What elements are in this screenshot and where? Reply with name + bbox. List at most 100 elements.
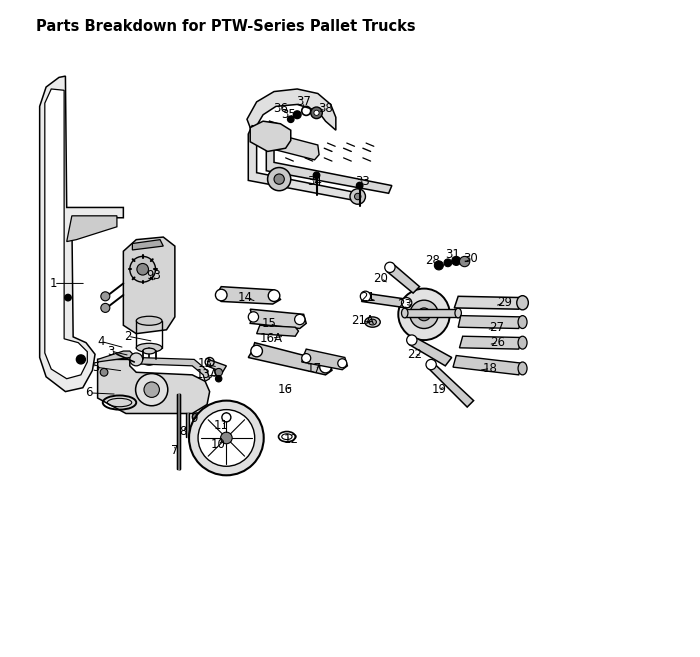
Circle shape bbox=[288, 116, 294, 122]
Circle shape bbox=[314, 110, 319, 116]
Circle shape bbox=[452, 256, 461, 265]
Polygon shape bbox=[248, 343, 332, 375]
Text: 12: 12 bbox=[284, 433, 298, 445]
Polygon shape bbox=[362, 293, 410, 308]
Circle shape bbox=[100, 369, 108, 376]
Text: 5: 5 bbox=[92, 361, 99, 374]
Text: 13: 13 bbox=[197, 357, 213, 371]
Circle shape bbox=[434, 261, 443, 270]
Circle shape bbox=[220, 432, 232, 443]
Ellipse shape bbox=[369, 319, 377, 325]
Circle shape bbox=[198, 409, 255, 466]
Text: 14: 14 bbox=[237, 291, 253, 304]
Text: 10: 10 bbox=[211, 438, 225, 451]
Circle shape bbox=[251, 345, 262, 357]
Polygon shape bbox=[459, 336, 523, 349]
Ellipse shape bbox=[136, 316, 162, 325]
Text: 21: 21 bbox=[360, 291, 375, 304]
Circle shape bbox=[248, 312, 258, 322]
Polygon shape bbox=[97, 351, 209, 381]
Text: 16: 16 bbox=[278, 383, 293, 396]
Text: 9: 9 bbox=[190, 412, 198, 425]
Text: 31: 31 bbox=[446, 248, 461, 261]
Polygon shape bbox=[250, 309, 306, 328]
Polygon shape bbox=[40, 76, 123, 392]
Circle shape bbox=[302, 353, 311, 363]
Circle shape bbox=[136, 374, 168, 406]
Text: Parts Breakdown for PTW-Series Pallet Trucks: Parts Breakdown for PTW-Series Pallet Tr… bbox=[36, 20, 415, 34]
Circle shape bbox=[215, 369, 223, 376]
Circle shape bbox=[398, 288, 450, 340]
Polygon shape bbox=[302, 349, 347, 370]
Text: 21A: 21A bbox=[351, 314, 374, 327]
Text: 23: 23 bbox=[398, 298, 412, 311]
Polygon shape bbox=[123, 237, 175, 334]
Text: 35: 35 bbox=[281, 108, 296, 122]
Circle shape bbox=[295, 314, 305, 325]
Polygon shape bbox=[405, 309, 458, 317]
Circle shape bbox=[268, 290, 280, 302]
Circle shape bbox=[459, 256, 470, 267]
Circle shape bbox=[267, 168, 290, 191]
Text: 28: 28 bbox=[425, 254, 440, 267]
Text: 11: 11 bbox=[214, 419, 229, 432]
Text: 19: 19 bbox=[431, 383, 447, 396]
Polygon shape bbox=[247, 89, 336, 130]
Text: 33: 33 bbox=[356, 175, 370, 188]
Polygon shape bbox=[45, 89, 88, 378]
Ellipse shape bbox=[517, 296, 528, 310]
Circle shape bbox=[385, 262, 395, 273]
Circle shape bbox=[444, 259, 452, 267]
Ellipse shape bbox=[402, 308, 408, 318]
Text: 7: 7 bbox=[171, 444, 178, 457]
Polygon shape bbox=[248, 125, 360, 201]
Text: 36: 36 bbox=[273, 102, 288, 115]
Ellipse shape bbox=[365, 317, 380, 327]
Text: 34: 34 bbox=[307, 175, 322, 188]
Circle shape bbox=[410, 300, 438, 328]
Text: 20: 20 bbox=[374, 272, 388, 284]
Circle shape bbox=[101, 292, 110, 301]
Circle shape bbox=[356, 183, 363, 189]
Text: 22: 22 bbox=[407, 348, 422, 361]
Polygon shape bbox=[428, 362, 474, 407]
Text: 15: 15 bbox=[262, 317, 277, 330]
Circle shape bbox=[418, 308, 430, 321]
Ellipse shape bbox=[518, 362, 527, 375]
Text: 8: 8 bbox=[179, 425, 186, 438]
Circle shape bbox=[216, 289, 227, 301]
Text: 3: 3 bbox=[107, 344, 114, 357]
Circle shape bbox=[144, 382, 160, 397]
Polygon shape bbox=[250, 121, 290, 152]
Polygon shape bbox=[410, 336, 452, 366]
Circle shape bbox=[426, 359, 436, 370]
Circle shape bbox=[402, 298, 412, 308]
Text: 16A: 16A bbox=[260, 332, 283, 345]
Text: 2: 2 bbox=[124, 330, 132, 343]
Circle shape bbox=[65, 294, 71, 301]
Circle shape bbox=[314, 172, 320, 179]
Polygon shape bbox=[453, 355, 523, 375]
Text: 13A: 13A bbox=[195, 369, 218, 381]
Polygon shape bbox=[177, 394, 180, 469]
Circle shape bbox=[293, 111, 301, 119]
Polygon shape bbox=[216, 286, 281, 304]
Circle shape bbox=[320, 361, 331, 373]
Text: 26: 26 bbox=[491, 336, 505, 349]
Polygon shape bbox=[66, 216, 117, 242]
Text: 6: 6 bbox=[85, 386, 93, 399]
Circle shape bbox=[130, 353, 143, 366]
Circle shape bbox=[354, 193, 361, 200]
Ellipse shape bbox=[144, 359, 155, 365]
Polygon shape bbox=[257, 325, 298, 336]
Text: 4: 4 bbox=[97, 335, 104, 348]
Polygon shape bbox=[266, 121, 392, 193]
Text: 30: 30 bbox=[463, 252, 478, 265]
Ellipse shape bbox=[518, 336, 527, 349]
Circle shape bbox=[76, 355, 85, 364]
Circle shape bbox=[101, 304, 110, 313]
Polygon shape bbox=[257, 130, 319, 160]
Circle shape bbox=[350, 189, 365, 204]
Circle shape bbox=[274, 174, 284, 184]
Text: 37: 37 bbox=[296, 95, 311, 108]
